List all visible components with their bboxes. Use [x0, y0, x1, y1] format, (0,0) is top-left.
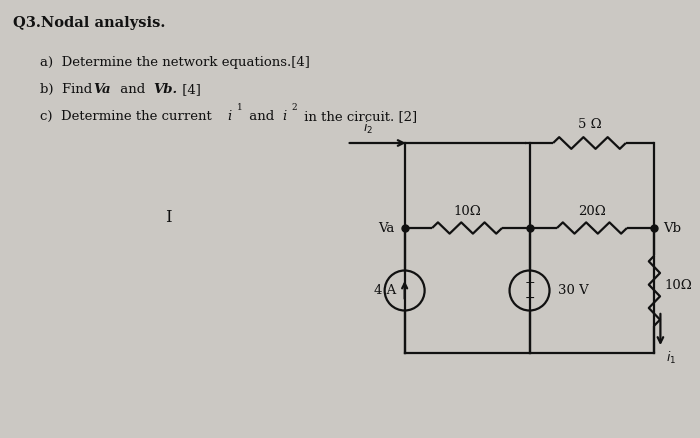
Text: and: and	[116, 83, 149, 96]
Text: $i_2$: $i_2$	[363, 120, 372, 136]
Text: and: and	[245, 110, 279, 123]
Text: Q3.Nodal analysis.: Q3.Nodal analysis.	[13, 16, 165, 30]
Text: i: i	[283, 110, 287, 123]
Text: Va: Va	[93, 83, 111, 96]
Text: 10Ω: 10Ω	[664, 279, 692, 292]
Text: 5 Ω: 5 Ω	[578, 118, 601, 131]
Text: I: I	[165, 209, 172, 226]
Text: 1: 1	[237, 103, 242, 112]
Text: in the circuit. [2]: in the circuit. [2]	[300, 110, 417, 123]
Text: [4]: [4]	[178, 83, 201, 96]
Text: 20Ω: 20Ω	[578, 205, 606, 218]
Text: i: i	[228, 110, 232, 123]
Text: +: +	[524, 276, 535, 289]
Text: Vb: Vb	[664, 222, 681, 234]
Text: Va: Va	[378, 222, 395, 234]
Text: −: −	[524, 293, 535, 305]
Text: a)  Determine the network equations.[4]: a) Determine the network equations.[4]	[40, 56, 310, 69]
Text: 4 A: 4 A	[374, 284, 397, 297]
Text: $i_1$: $i_1$	[666, 350, 677, 366]
Text: Vb.: Vb.	[153, 83, 177, 96]
Text: 30 V: 30 V	[557, 284, 588, 297]
Text: c)  Determine the current: c) Determine the current	[40, 110, 216, 123]
Text: 10Ω: 10Ω	[453, 205, 481, 218]
Text: b)  Find: b) Find	[40, 83, 97, 96]
Text: 2: 2	[292, 103, 298, 112]
